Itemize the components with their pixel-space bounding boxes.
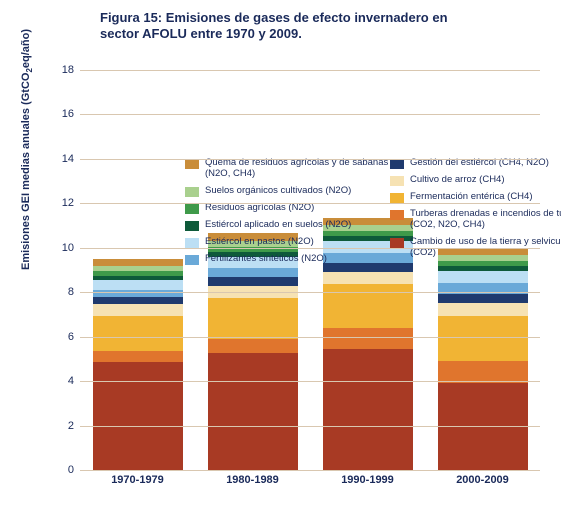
legend-label: Quema de residuos agrícolas y de sabanas… xyxy=(205,158,390,180)
legend-label: Suelos orgánicos cultivados (N2O) xyxy=(205,186,390,197)
legend-col-left: Quema de residuos agrícolas y de sabanas… xyxy=(185,158,390,265)
bar-segment-rice xyxy=(93,304,183,315)
legend-item-synth_fert: Fertilizantes sintéticos (N2O) xyxy=(185,254,390,265)
legend-swatch xyxy=(185,238,199,248)
gridline xyxy=(80,114,540,115)
legend: Quema de residuos agrícolas y de sabanas… xyxy=(185,158,561,265)
bar-segment-enteric xyxy=(323,284,413,327)
gridline xyxy=(80,381,540,382)
x-axis-labels: 1970-1979 1980-1989 1990-1999 2000-2009 xyxy=(80,474,540,486)
legend-swatch xyxy=(390,210,404,220)
y-tick-label: 12 xyxy=(50,197,74,209)
x-tick-label: 1980-1989 xyxy=(203,474,303,486)
legend-label: Fermentación entérica (CH4) xyxy=(410,192,561,203)
legend-swatch xyxy=(185,221,199,231)
legend-label: Estiércol aplicado en suelos (N2O) xyxy=(205,220,390,231)
bar-segment-enteric xyxy=(93,316,183,352)
bar xyxy=(208,233,298,470)
legend-item-enteric: Fermentación entérica (CH4) xyxy=(390,192,561,203)
gridline xyxy=(80,203,540,204)
y-tick-label: 18 xyxy=(50,64,74,76)
bar-segment-rice xyxy=(323,272,413,284)
bar-segment-peat_fires xyxy=(438,361,528,383)
bars-container xyxy=(80,70,540,470)
bar-segment-land_use xyxy=(438,383,528,470)
legend-item-rice: Cultivo de arroz (CH4) xyxy=(390,175,561,186)
gridline xyxy=(80,337,540,338)
y-tick-label: 14 xyxy=(50,153,74,165)
bar-segment-synth_fert xyxy=(93,290,183,297)
legend-label: Cultivo de arroz (CH4) xyxy=(410,175,561,186)
bar-segment-land_use xyxy=(323,349,413,470)
gridline xyxy=(80,159,540,160)
bar-segment-peat_fires xyxy=(323,328,413,349)
bar-column xyxy=(88,259,188,470)
legend-swatch xyxy=(390,193,404,203)
y-tick-label: 6 xyxy=(50,331,74,343)
bar-segment-manure_mgmt xyxy=(93,297,183,305)
y-tick-label: 4 xyxy=(50,375,74,387)
bar-segment-burning xyxy=(93,259,183,266)
y-axis-label: Emisiones GEI medias anuales (GtCO2eq/añ… xyxy=(20,29,34,270)
bar-segment-land_use xyxy=(208,353,298,470)
x-tick-label: 1970-1979 xyxy=(88,474,188,486)
legend-swatch xyxy=(185,159,199,169)
legend-item-manure_soils: Estiércol aplicado en suelos (N2O) xyxy=(185,220,390,231)
legend-item-burning: Quema de residuos agrícolas y de sabanas… xyxy=(185,158,390,180)
legend-label: Residuos agrícolas (N2O) xyxy=(205,203,390,214)
bar-segment-manure_pasture xyxy=(438,271,528,283)
plot-area: Quema de residuos agrícolas y de sabanas… xyxy=(80,70,540,470)
bar-segment-enteric xyxy=(438,316,528,362)
y-tick-label: 2 xyxy=(50,420,74,432)
bar-segment-manure_pasture xyxy=(93,280,183,290)
legend-swatch xyxy=(185,204,199,214)
x-tick-label: 2000-2009 xyxy=(433,474,533,486)
legend-label: Estiércol en pastos (N2O) xyxy=(205,237,390,248)
bar xyxy=(93,259,183,470)
legend-item-org_soils: Suelos orgánicos cultivados (N2O) xyxy=(185,186,390,197)
y-tick-label: 0 xyxy=(50,464,74,476)
y-tick-label: 8 xyxy=(50,286,74,298)
bar xyxy=(438,248,528,470)
gridline xyxy=(80,470,540,471)
bar-segment-enteric xyxy=(208,298,298,339)
bar-column xyxy=(433,248,533,470)
bar-segment-manure_mgmt xyxy=(438,294,528,303)
bar-segment-synth_fert xyxy=(208,268,298,277)
figure-container: Figura 15: Emisiones de gases de efecto … xyxy=(0,0,561,512)
legend-swatch xyxy=(185,255,199,265)
chart-title: Figura 15: Emisiones de gases de efecto … xyxy=(100,10,520,43)
legend-item-peat_fires: Turberas drenadas e incendios de turba (… xyxy=(390,209,561,231)
legend-swatch xyxy=(390,238,404,248)
legend-swatch xyxy=(390,176,404,186)
legend-item-crop_residues: Residuos agrícolas (N2O) xyxy=(185,203,390,214)
legend-label: Fertilizantes sintéticos (N2O) xyxy=(205,254,390,265)
legend-swatch xyxy=(185,187,199,197)
legend-item-manure_pasture: Estiércol en pastos (N2O) xyxy=(185,237,390,248)
gridline xyxy=(80,70,540,71)
title-line-2: sector AFOLU entre 1970 y 2009. xyxy=(100,26,302,41)
bar-segment-manure_mgmt xyxy=(208,277,298,286)
gridline xyxy=(80,248,540,249)
y-tick-label: 16 xyxy=(50,108,74,120)
legend-label: Turberas drenadas e incendios de turba (… xyxy=(410,209,561,231)
title-line-1: Figura 15: Emisiones de gases de efecto … xyxy=(100,10,448,25)
bar-segment-land_use xyxy=(93,362,183,470)
gridline xyxy=(80,292,540,293)
bar-segment-peat_fires xyxy=(93,351,183,362)
bar-segment-peat_fires xyxy=(208,339,298,353)
x-tick-label: 1990-1999 xyxy=(318,474,418,486)
bar-column xyxy=(203,233,303,470)
gridline xyxy=(80,426,540,427)
bar-segment-rice xyxy=(438,303,528,315)
y-tick-label: 10 xyxy=(50,242,74,254)
legend-col-right: Gestión del estiércol (CH4, N2O)Cultivo … xyxy=(390,158,561,265)
legend-swatch xyxy=(390,159,404,169)
